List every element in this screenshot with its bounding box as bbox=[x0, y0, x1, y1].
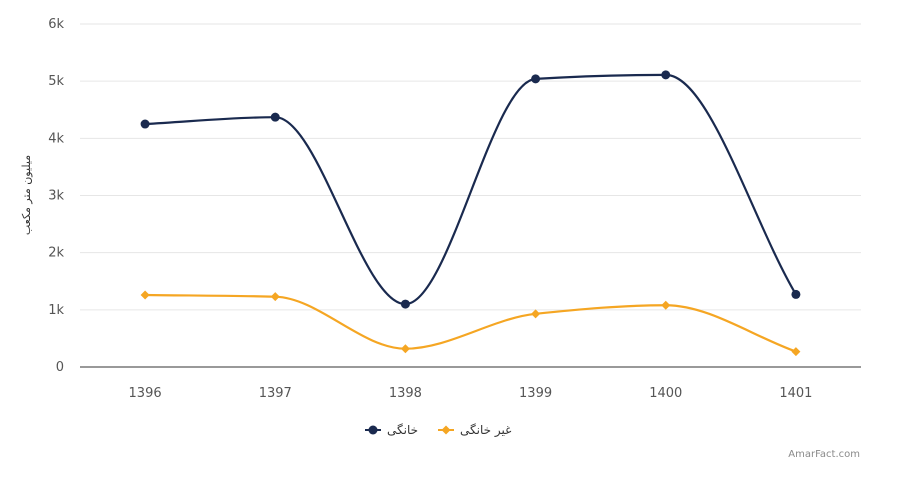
x-tick-label: 1399 bbox=[519, 386, 552, 401]
legend[interactable]: خانگی غیر خانگی bbox=[365, 423, 511, 438]
series-layer bbox=[140, 70, 801, 357]
x-tick-label: 1401 bbox=[779, 386, 812, 401]
data-point[interactable] bbox=[140, 119, 150, 129]
data-point[interactable] bbox=[140, 290, 150, 300]
legend-symbol-marker[interactable] bbox=[368, 425, 378, 435]
legend-label: غیر خانگی bbox=[460, 423, 511, 438]
legend-item[interactable]: خانگی bbox=[365, 423, 418, 437]
series-line bbox=[145, 293, 797, 353]
data-point[interactable] bbox=[791, 289, 801, 299]
x-tick-label: 1398 bbox=[389, 386, 422, 401]
x-tick-label: 1397 bbox=[259, 386, 292, 401]
y-axis-ticks: 0 1k 2k 3k 4k 5k 6k bbox=[48, 17, 64, 375]
data-point[interactable] bbox=[531, 309, 541, 319]
data-point[interactable] bbox=[400, 344, 410, 354]
y-tick-label: 1k bbox=[48, 303, 64, 318]
legend-label: خانگی bbox=[387, 423, 418, 437]
y-tick-label: 3k bbox=[48, 189, 64, 204]
grid-lines bbox=[80, 23, 861, 311]
y-tick-label: 0 bbox=[56, 360, 64, 375]
data-point[interactable] bbox=[270, 112, 280, 122]
data-point[interactable] bbox=[791, 347, 801, 357]
legend-item[interactable]: غیر خانگی bbox=[438, 423, 511, 438]
y-tick-label: 2k bbox=[48, 246, 64, 261]
legend-symbol-marker[interactable] bbox=[441, 425, 451, 435]
data-point[interactable] bbox=[661, 70, 671, 80]
series-2 bbox=[140, 290, 801, 357]
x-axis-ticks: 1396 1397 1398 1399 1400 1401 bbox=[129, 386, 813, 401]
data-point[interactable] bbox=[400, 299, 410, 309]
x-tick-label: 1396 bbox=[129, 386, 162, 401]
data-point[interactable] bbox=[270, 292, 280, 302]
series-1 bbox=[140, 70, 801, 309]
data-point[interactable] bbox=[661, 300, 671, 310]
y-axis-label: میلیون متر مکعب bbox=[20, 155, 33, 235]
credit-text[interactable]: AmarFact.com bbox=[788, 449, 860, 460]
y-tick-label: 4k bbox=[48, 131, 64, 146]
series-line bbox=[145, 73, 797, 306]
y-tick-label: 5k bbox=[48, 74, 64, 89]
data-point[interactable] bbox=[531, 74, 541, 84]
x-tick-label: 1400 bbox=[649, 386, 682, 401]
y-tick-label: 6k bbox=[48, 17, 64, 32]
